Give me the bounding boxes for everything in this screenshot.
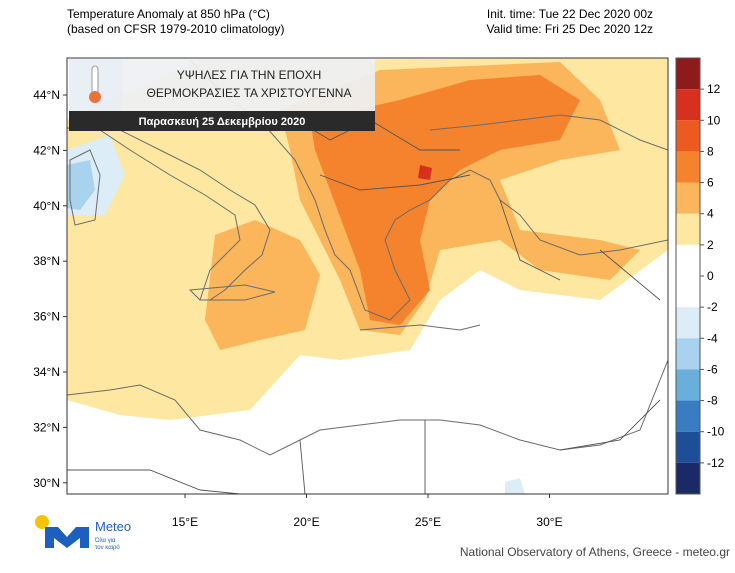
colorbar-band <box>676 120 700 152</box>
colorbar-label: -6 <box>707 362 718 376</box>
colorbar-label: 0 <box>707 269 714 283</box>
map-frame <box>66 57 669 495</box>
banner-line2: ΘΕΡΜΟΚΡΑΣΙΕΣ ΤΑ ΧΡΙΣΤΟΥΓΕΝΝΑ <box>147 86 352 100</box>
colorbar-label: -4 <box>707 331 718 345</box>
lat-label: 44°N <box>33 88 60 102</box>
anomaly-4-6 <box>205 220 320 350</box>
colorbar-band <box>676 276 700 308</box>
lon-label: 30°E <box>536 515 562 529</box>
lon-label: 15°E <box>172 515 198 529</box>
colorbar-band <box>676 400 700 432</box>
colorbar-band <box>676 89 700 121</box>
title: Temperature Anomaly at 850 hPa (°C) <box>67 7 270 21</box>
banner-date: Παρασκευή 25 Δεκεμβρίου 2020 <box>139 116 306 128</box>
colorbar-band <box>676 462 700 494</box>
thermometer-bulb <box>89 91 101 103</box>
lat-label: 34°N <box>33 365 60 379</box>
logo: Meteo Όλα για τον καιρό <box>35 515 131 551</box>
logo-tagline: τον καιρό <box>95 544 120 551</box>
colorbar-label: 2 <box>707 238 714 252</box>
colorbar: 12 10 8 6 4 2 0 -2 -4 -6 -8 -10 -12 <box>675 57 725 495</box>
colorbar-label: -8 <box>707 394 718 408</box>
anomaly-8-10 <box>418 165 432 180</box>
lat-label: 42°N <box>33 143 60 157</box>
banner-date-panel <box>69 111 375 131</box>
colorbar-band <box>676 151 700 183</box>
valid-time: Valid time: Fri 25 Dec 2020 12z <box>486 22 653 36</box>
lat-label: 38°N <box>33 254 60 268</box>
colorbar-band <box>676 307 700 339</box>
colorbar-label: 8 <box>707 144 714 158</box>
colorbar-band <box>676 244 700 276</box>
lon-label: 20°E <box>293 515 319 529</box>
lat-label: 40°N <box>33 199 60 213</box>
colorbar-label: 4 <box>707 207 714 221</box>
lat-label: 30°N <box>33 476 60 490</box>
anomaly-neg <box>67 160 95 210</box>
colorbar-label: -12 <box>707 456 725 470</box>
colorbar-band <box>676 182 700 214</box>
colorbar-band <box>676 213 700 245</box>
anomaly-6-8 <box>310 75 580 325</box>
colorbar-band <box>676 338 700 370</box>
logo-name: Meteo <box>95 519 131 534</box>
lon-label: 25°E <box>415 515 441 529</box>
subtitle: (based on CFSR 1979-2010 climatology) <box>67 22 284 36</box>
thermometer-icon <box>91 65 99 95</box>
anomaly-neg <box>505 478 525 494</box>
lat-label: 36°N <box>33 310 60 324</box>
logo-mark <box>45 527 89 548</box>
colorbar-label: 10 <box>707 113 721 127</box>
logo-tagline: Όλα για <box>94 538 116 544</box>
colorbar-band <box>676 431 700 463</box>
footer-credit: National Observatory of Athens, Greece -… <box>460 545 730 559</box>
colorbar-label: -2 <box>707 300 718 314</box>
logo-sun <box>35 515 49 529</box>
colorbar-label: 12 <box>707 82 721 96</box>
colorbar-band <box>676 58 700 90</box>
banner-line1: ΥΨΗΛΕΣ ΓΙΑ ΤΗΝ ΕΠΟΧΗ <box>177 68 322 82</box>
banner: ΥΨΗΛΕΣ ΓΙΑ ΤΗΝ ΕΠΟΧΗ ΘΕΡΜΟΚΡΑΣΙΕΣ ΤΑ ΧΡΙ… <box>69 59 375 131</box>
colorbar-label: 6 <box>707 176 714 190</box>
colorbar-band <box>676 369 700 401</box>
lat-label: 32°N <box>33 420 60 434</box>
banner-panel <box>123 59 375 111</box>
init-time: Init. time: Tue 22 Dec 2020 00z <box>487 7 653 21</box>
colorbar-label: -10 <box>707 425 725 439</box>
